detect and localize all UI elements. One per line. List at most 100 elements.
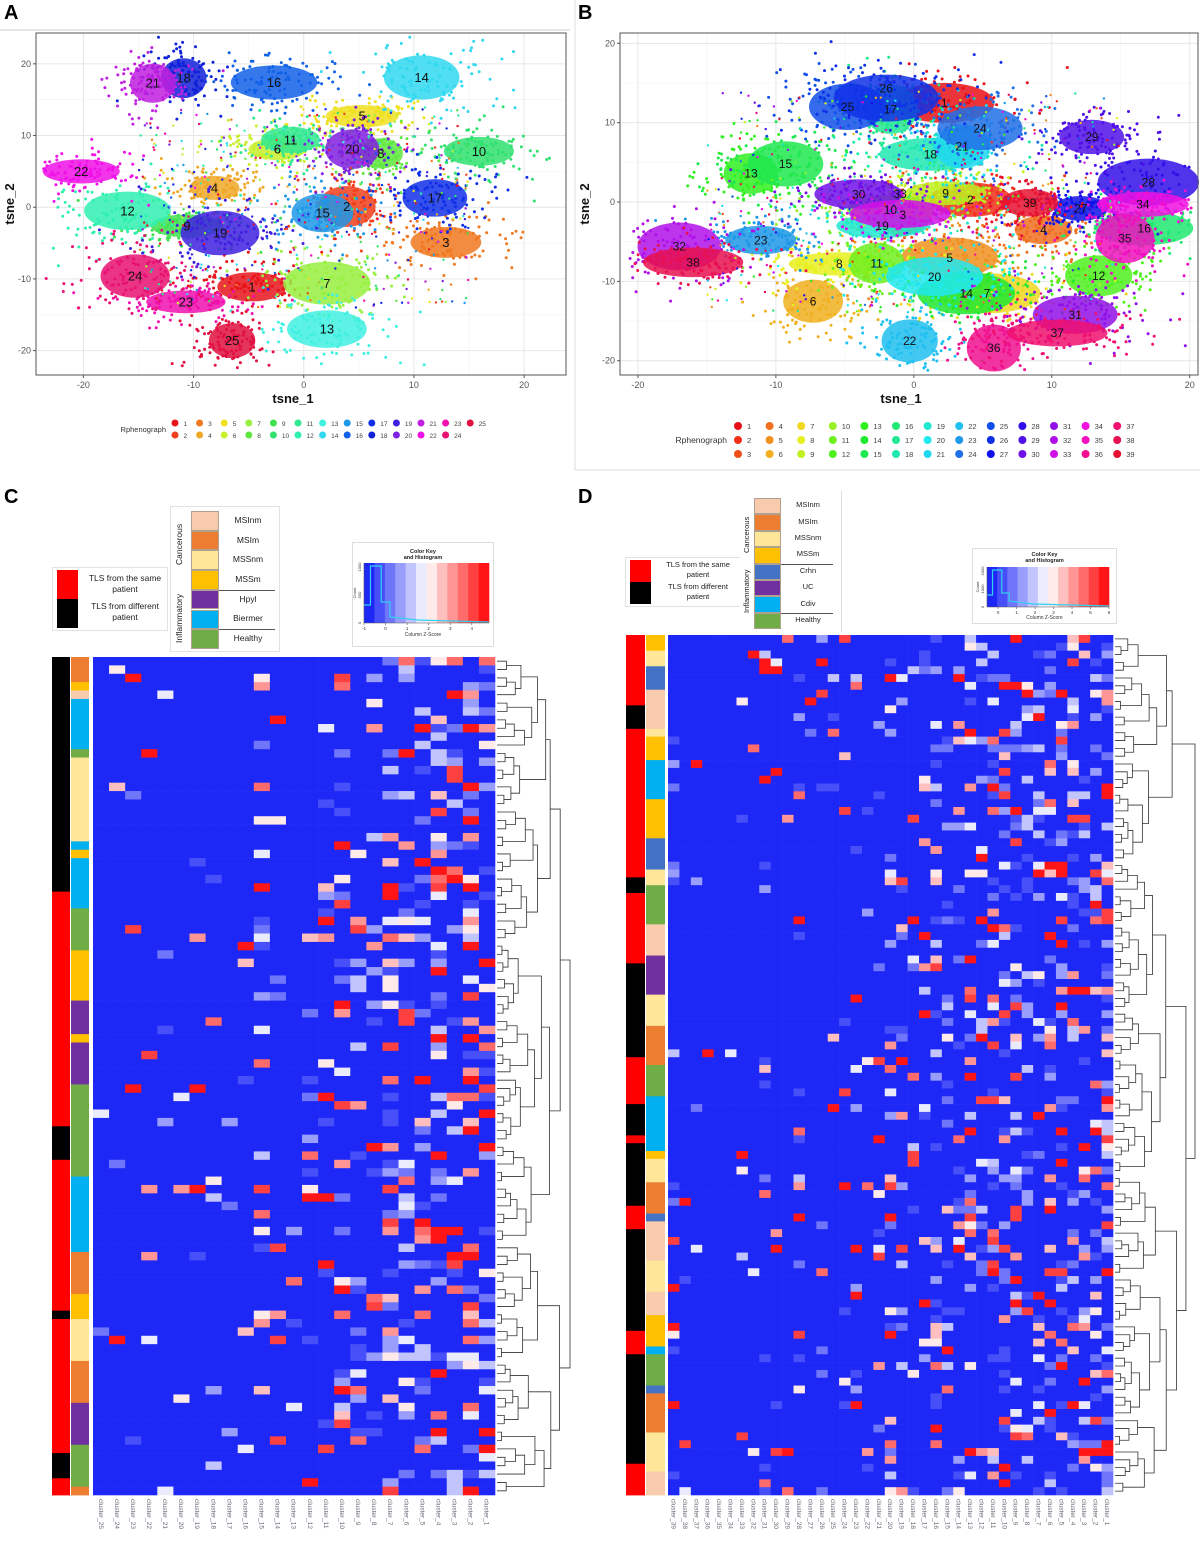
cluster-13-point bbox=[703, 192, 707, 196]
cluster-4-point bbox=[216, 189, 220, 193]
cluster-17-point bbox=[454, 197, 458, 200]
cluster-15-point bbox=[363, 207, 367, 211]
cluster-7-point bbox=[300, 303, 304, 307]
cluster-8-point bbox=[399, 166, 403, 170]
cluster-6-point bbox=[778, 320, 782, 324]
cluster-13-point bbox=[282, 127, 286, 131]
cluster-24-point bbox=[378, 172, 381, 175]
cluster-4-point bbox=[202, 180, 206, 184]
cluster-21-point bbox=[151, 109, 154, 113]
cluster-5-point bbox=[994, 235, 997, 239]
cluster-14-point bbox=[449, 90, 453, 94]
cluster-11-point bbox=[338, 185, 341, 188]
cluster-25-point bbox=[231, 321, 235, 325]
cluster-5-point bbox=[965, 254, 968, 258]
cluster-14-point bbox=[382, 74, 386, 78]
cluster-8-point bbox=[385, 188, 389, 192]
cluster-14-point bbox=[244, 149, 247, 152]
cluster-10-point bbox=[490, 128, 494, 132]
cluster-25-point bbox=[230, 349, 233, 353]
cluster-10-point bbox=[439, 297, 442, 301]
cluster-14-point bbox=[442, 66, 445, 69]
cluster-6-point bbox=[228, 164, 232, 168]
cluster-13-point bbox=[357, 319, 361, 323]
cluster-7-point bbox=[347, 300, 351, 304]
cluster-22-point bbox=[93, 153, 97, 157]
cluster-12-point bbox=[102, 211, 106, 215]
cluster-24-point bbox=[112, 232, 116, 236]
cluster-5-point bbox=[256, 252, 260, 255]
cluster-6-point bbox=[817, 306, 820, 310]
cluster-3-point bbox=[391, 232, 395, 236]
cluster-19-point bbox=[180, 254, 184, 258]
cluster-14-point bbox=[408, 35, 412, 39]
cluster-12-point bbox=[62, 188, 66, 192]
cluster-19-point bbox=[261, 217, 265, 221]
cluster-1-point bbox=[261, 279, 265, 283]
cluster-18-point bbox=[181, 40, 185, 44]
cluster-14-point bbox=[407, 80, 411, 84]
cluster-2-point bbox=[379, 213, 383, 217]
cluster-23-point bbox=[221, 300, 225, 304]
cluster-4-point bbox=[159, 168, 163, 172]
cluster-25-point bbox=[216, 335, 220, 339]
cluster-17-point bbox=[393, 176, 397, 180]
cluster-12-point bbox=[98, 220, 102, 224]
cluster-17-point bbox=[463, 225, 467, 229]
cluster-19-point bbox=[192, 260, 196, 264]
cluster-6-point bbox=[836, 294, 840, 298]
cluster-6-point bbox=[364, 210, 367, 213]
cluster-22-point bbox=[55, 158, 59, 162]
cluster-20-point bbox=[317, 150, 321, 154]
cluster-14-point bbox=[990, 265, 994, 269]
cluster-14-point bbox=[1016, 282, 1020, 286]
cluster-14-point bbox=[1010, 290, 1014, 294]
cluster-9-point bbox=[896, 174, 900, 178]
cluster-23-point bbox=[207, 303, 211, 307]
cluster-11-point bbox=[229, 155, 233, 159]
cluster-1-point bbox=[1038, 111, 1042, 115]
cluster-2-point bbox=[982, 211, 986, 215]
cluster-12-point bbox=[51, 246, 55, 250]
cluster-17-point bbox=[431, 208, 435, 212]
cluster-10-point bbox=[795, 209, 799, 213]
cluster-6-point bbox=[786, 284, 790, 288]
cluster-20-point bbox=[335, 118, 339, 122]
cluster-12-point bbox=[1124, 267, 1128, 271]
cluster-13-point bbox=[302, 356, 306, 360]
cluster-13-point bbox=[749, 137, 753, 141]
cluster-25-point bbox=[251, 318, 255, 322]
cluster-14-point bbox=[407, 59, 411, 63]
cluster-3-point bbox=[384, 240, 388, 244]
cluster-6-point bbox=[833, 312, 837, 316]
cluster-15-point bbox=[325, 234, 329, 238]
cluster-19-point bbox=[223, 242, 227, 246]
cluster-19-point bbox=[206, 206, 210, 210]
cluster-14-point bbox=[470, 46, 473, 50]
cluster-3-point bbox=[418, 226, 422, 230]
cluster-12-point bbox=[1077, 273, 1081, 277]
cluster-18-point bbox=[194, 83, 198, 87]
cluster-5-point bbox=[996, 259, 1000, 263]
cluster-21-point bbox=[130, 117, 134, 121]
cluster-11-point bbox=[893, 289, 897, 293]
cluster-10-point bbox=[491, 159, 495, 163]
cluster-10-point bbox=[521, 134, 525, 138]
cluster-2-point bbox=[306, 165, 310, 168]
cluster-24-point bbox=[171, 230, 175, 234]
cluster-12-point bbox=[1040, 246, 1044, 250]
cluster-10-point bbox=[284, 205, 287, 208]
cluster-16-point bbox=[260, 82, 264, 86]
cluster-18-point bbox=[193, 70, 197, 74]
cluster-6-point bbox=[299, 160, 302, 163]
cluster-7-point bbox=[307, 264, 311, 267]
cluster-5-point bbox=[376, 109, 380, 113]
cluster-10-point bbox=[486, 135, 490, 139]
cluster-22-point bbox=[71, 185, 75, 189]
cluster-1-point bbox=[227, 281, 231, 285]
cluster-10-point bbox=[509, 157, 513, 161]
cluster-16-point bbox=[308, 81, 312, 85]
cluster-19-point bbox=[233, 237, 237, 241]
cluster-12-point bbox=[77, 245, 81, 249]
cluster-2-point bbox=[358, 235, 362, 239]
